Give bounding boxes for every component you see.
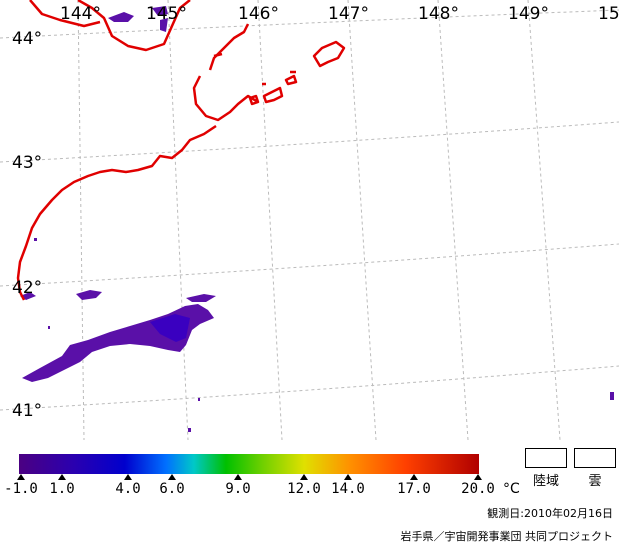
colorbar-tick-12 <box>300 474 308 480</box>
colorbar-label-1: 1.0 <box>49 481 75 497</box>
colorbar-tick-4 <box>124 474 132 480</box>
colorbar-label-20: 20.0 <box>461 481 495 497</box>
coastline-nemuro-peninsula <box>192 75 259 122</box>
sst-map: 144° 145° 146° 147° 148° 149° 15 44° 43°… <box>0 0 619 440</box>
sst-speck-3 <box>188 428 191 432</box>
coastline <box>16 0 346 301</box>
lon-label-147: 147° <box>328 4 369 24</box>
sst-patch-north-1 <box>108 12 134 22</box>
colorbar-label-m1: -1.0 <box>4 481 38 497</box>
lat-label-41: 41° <box>12 401 42 421</box>
temperature-unit: °C <box>503 481 520 497</box>
graticule <box>0 0 619 440</box>
colorbar-label-6: 6.0 <box>159 481 185 497</box>
colorbar-tick-1 <box>58 474 66 480</box>
meridian-146 <box>257 0 283 440</box>
meridian-149 <box>527 0 561 440</box>
land-swatch <box>525 448 567 468</box>
sst-patch-small-1 <box>76 290 102 300</box>
colorbar-label-12: 12.0 <box>287 481 321 497</box>
observation-date: 観測日:2010年02月16日 <box>487 507 613 520</box>
coastline-islet-1 <box>248 94 260 106</box>
credit-line: 岩手県／宇宙開発事業団 共同プロジェクト <box>400 530 614 543</box>
meridian-147 <box>347 0 377 440</box>
sst-speck-5 <box>198 398 200 401</box>
sst-patches <box>20 6 614 432</box>
lat-label-42: 42° <box>12 278 42 298</box>
sst-speck-2 <box>48 326 50 329</box>
coastline-shiretoko <box>29 0 101 28</box>
sst-patch-north-2 <box>152 6 168 16</box>
colorbar-tick-9 <box>234 474 242 480</box>
coastline-kunashiri <box>208 23 250 71</box>
lat-label-44: 44° <box>12 29 42 49</box>
colorbar-tick-6 <box>168 474 176 480</box>
colorbar-tick-20 <box>474 474 482 480</box>
coastline-kunashiri-2 <box>213 52 223 58</box>
land-label: 陸域 <box>532 474 560 489</box>
coastline-hokkaido-east <box>77 0 191 52</box>
sst-patch-north-3 <box>160 18 168 32</box>
temperature-colorbar <box>19 454 479 474</box>
longitude-labels: 144° 145° 146° 147° 148° 149° 15 <box>60 4 619 24</box>
colorbar-label-14: 14.0 <box>331 481 365 497</box>
meridian-145 <box>167 0 189 440</box>
coastline-islet-2 <box>262 86 284 104</box>
colorbar-tick-m1 <box>17 474 25 480</box>
colorbar-label-4: 4.0 <box>115 481 141 497</box>
sst-patch-main <box>22 304 214 382</box>
lat-label-43: 43° <box>12 153 42 173</box>
lon-label-144: 144° <box>60 4 101 24</box>
lon-label-150: 15 <box>598 4 619 24</box>
parallel-41 <box>0 365 619 411</box>
parallel-43 <box>0 121 619 163</box>
lon-label-149: 149° <box>508 4 549 24</box>
cloud-swatch <box>574 448 616 468</box>
lon-label-146: 146° <box>238 4 279 24</box>
colorbar-tick-14 <box>344 474 352 480</box>
sst-speck-1 <box>34 238 37 241</box>
meridian-148 <box>437 0 469 440</box>
sst-patch-small-2 <box>186 294 216 302</box>
meridian-144 <box>77 0 85 440</box>
sst-patch-core <box>150 314 190 342</box>
coastline-pacific <box>16 124 217 301</box>
parallel-44 <box>0 9 619 39</box>
cloud-label: 雲 <box>588 474 602 489</box>
coastline-shikotan <box>312 40 346 68</box>
colorbar-label-9: 9.0 <box>225 481 251 497</box>
latitude-labels: 44° 43° 42° 41° <box>12 29 42 421</box>
parallel-42 <box>0 243 619 287</box>
coastline-islet-3 <box>284 74 298 86</box>
lon-label-145: 145° <box>146 4 187 24</box>
colorbar-label-17: 17.0 <box>397 481 431 497</box>
sst-speck-4 <box>610 392 614 400</box>
lon-label-148: 148° <box>418 4 459 24</box>
colorbar-tick-17 <box>410 474 418 480</box>
